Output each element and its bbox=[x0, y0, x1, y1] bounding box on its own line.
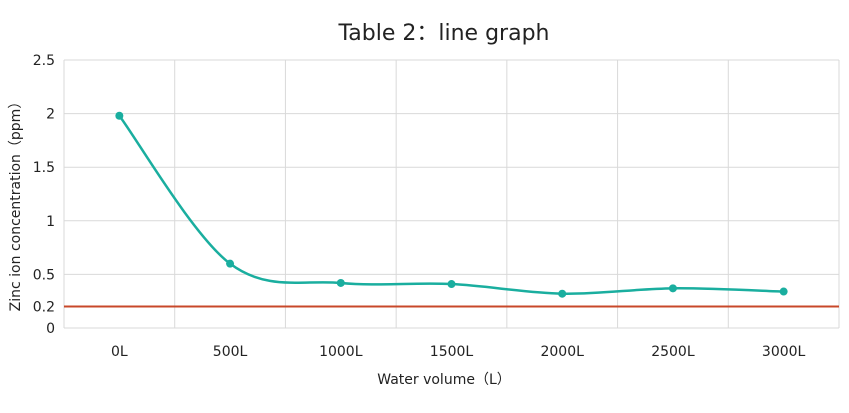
data-point bbox=[115, 111, 124, 120]
y-tick-label: 0 bbox=[46, 321, 55, 337]
x-axis-label: Water volume（L） bbox=[377, 372, 511, 388]
x-tick-label: 3000L bbox=[762, 344, 806, 360]
x-tick-label: 500L bbox=[213, 344, 248, 360]
y-tick-label: 1.5 bbox=[33, 160, 55, 176]
y-tick-label: 0.5 bbox=[33, 267, 55, 283]
data-point bbox=[226, 259, 235, 268]
y-axis-ticks: 0 0.2 0.5 1 1.5 2 2.5 bbox=[33, 53, 55, 337]
chart-title: Table 2：line graph bbox=[338, 21, 550, 46]
data-point bbox=[668, 284, 677, 293]
grid-lines bbox=[63, 59, 840, 329]
x-tick-label: 1500L bbox=[430, 344, 474, 360]
y-axis-label: Zinc ion concentration（ppm） bbox=[8, 95, 24, 312]
x-tick-label: 1000L bbox=[319, 344, 363, 360]
y-tick-label: 1 bbox=[46, 214, 55, 230]
data-point bbox=[336, 278, 345, 287]
x-tick-label: 2500L bbox=[651, 344, 695, 360]
series-layer bbox=[115, 111, 788, 298]
data-point bbox=[447, 280, 456, 289]
series-line bbox=[118, 114, 784, 295]
y-tick-label: 2 bbox=[46, 107, 55, 123]
y-tick-label: 0.2 bbox=[33, 300, 55, 316]
x-tick-label: 0L bbox=[111, 344, 128, 360]
data-point bbox=[779, 287, 788, 296]
data-point bbox=[558, 289, 567, 298]
y-tick-label: 2.5 bbox=[33, 53, 55, 69]
x-tick-label: 2000L bbox=[540, 344, 584, 360]
x-axis-ticks: 0L 500L 1000L 1500L 2000L 2500L 3000L bbox=[111, 344, 806, 360]
